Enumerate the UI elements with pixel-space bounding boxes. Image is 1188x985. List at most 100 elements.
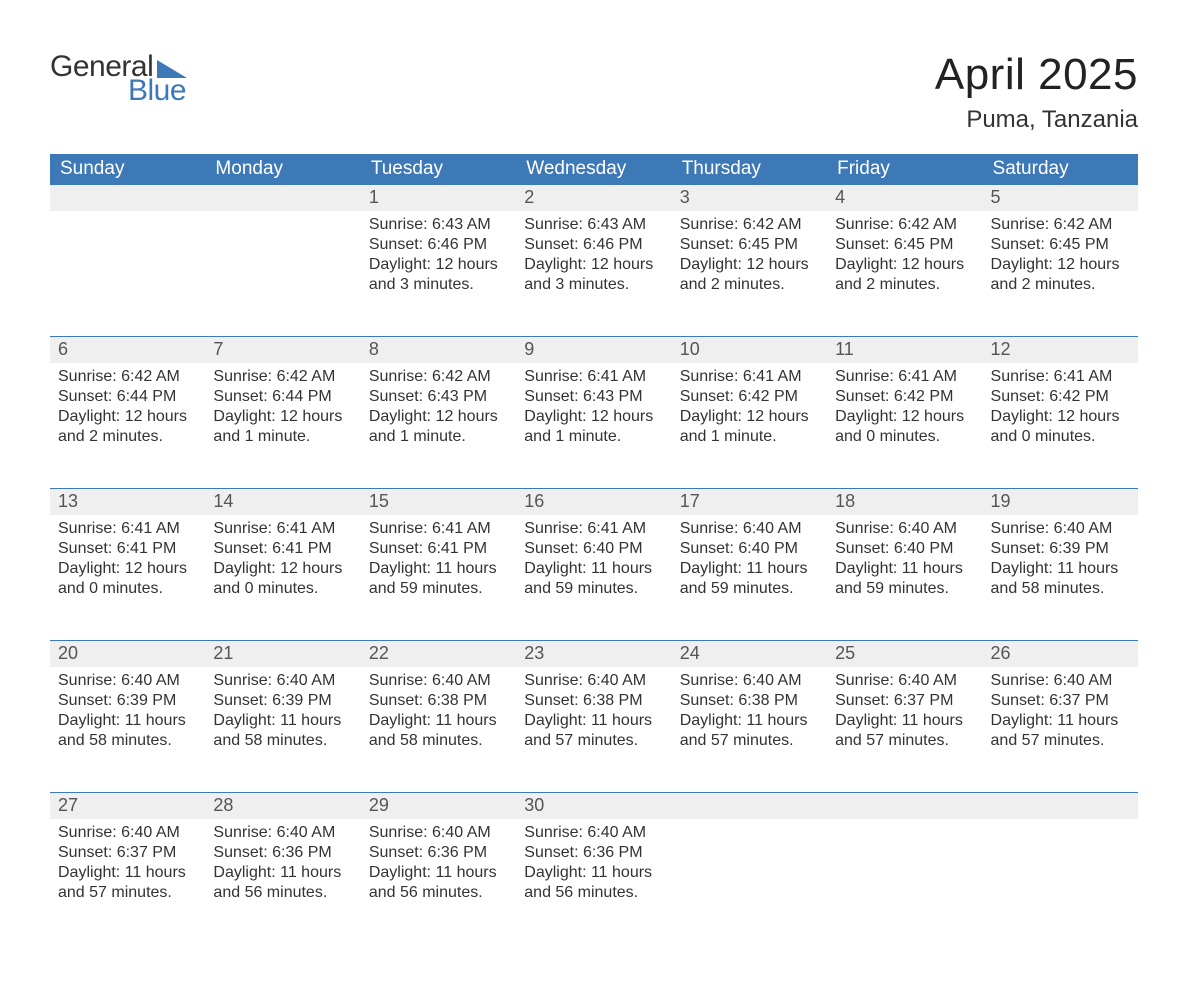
week-daynum-row: 6789101112 <box>50 337 1138 363</box>
daylight-line: Daylight: 11 hours and 57 minutes. <box>58 863 197 903</box>
sunrise-line: Sunrise: 6:40 AM <box>991 671 1130 691</box>
day-number: 10 <box>672 337 827 363</box>
day-cell <box>983 819 1138 945</box>
sunset-line: Sunset: 6:45 PM <box>680 235 819 255</box>
day-number: 12 <box>983 337 1138 363</box>
day-info: Sunrise: 6:41 AMSunset: 6:41 PMDaylight:… <box>50 515 205 605</box>
daylight-line: Daylight: 11 hours and 57 minutes. <box>680 711 819 751</box>
daylight-line: Daylight: 12 hours and 0 minutes. <box>835 407 974 447</box>
sunset-line: Sunset: 6:39 PM <box>213 691 352 711</box>
day-info: Sunrise: 6:42 AMSunset: 6:44 PMDaylight:… <box>50 363 205 453</box>
sunset-line: Sunset: 6:44 PM <box>58 387 197 407</box>
day-info: Sunrise: 6:40 AMSunset: 6:40 PMDaylight:… <box>672 515 827 605</box>
day-number: 24 <box>672 641 827 667</box>
day-cell: Sunrise: 6:40 AMSunset: 6:36 PMDaylight:… <box>516 819 671 945</box>
sunset-line: Sunset: 6:40 PM <box>680 539 819 559</box>
day-info: Sunrise: 6:40 AMSunset: 6:39 PMDaylight:… <box>50 667 205 757</box>
daylight-line: Daylight: 12 hours and 0 minutes. <box>58 559 197 599</box>
day-cell: Sunrise: 6:40 AMSunset: 6:39 PMDaylight:… <box>205 667 360 793</box>
day-number: 11 <box>827 337 982 363</box>
daylight-line: Daylight: 12 hours and 3 minutes. <box>524 255 663 295</box>
sunset-line: Sunset: 6:36 PM <box>369 843 508 863</box>
daylight-line: Daylight: 11 hours and 58 minutes. <box>213 711 352 751</box>
day-cell: Sunrise: 6:40 AMSunset: 6:38 PMDaylight:… <box>361 667 516 793</box>
day-info: Sunrise: 6:41 AMSunset: 6:42 PMDaylight:… <box>827 363 982 453</box>
sunset-line: Sunset: 6:37 PM <box>835 691 974 711</box>
sunrise-line: Sunrise: 6:40 AM <box>991 519 1130 539</box>
week-info-row: Sunrise: 6:40 AMSunset: 6:37 PMDaylight:… <box>50 819 1138 945</box>
day-info: Sunrise: 6:42 AMSunset: 6:45 PMDaylight:… <box>827 211 982 301</box>
daylight-line: Daylight: 11 hours and 58 minutes. <box>991 559 1130 599</box>
day-number: 13 <box>50 489 205 515</box>
day-cell: Sunrise: 6:40 AMSunset: 6:39 PMDaylight:… <box>983 515 1138 641</box>
day-cell <box>827 819 982 945</box>
day-number <box>672 793 827 819</box>
day-number: 29 <box>361 793 516 819</box>
day-number: 6 <box>50 337 205 363</box>
day-info: Sunrise: 6:41 AMSunset: 6:41 PMDaylight:… <box>205 515 360 605</box>
week-info-row: Sunrise: 6:43 AM Sunset: 6:46 PM Daylight:… <box>50 211 1138 337</box>
sunrise-line: Sunrise: 6:43 AM <box>524 215 663 235</box>
weekday-header: Thursday <box>672 154 827 185</box>
day-cell: Sunrise: 6:40 AMSunset: 6:40 PMDaylight:… <box>827 515 982 641</box>
daylight-line: Daylight: 12 hours and 1 minute. <box>369 407 508 447</box>
daylight-line: Daylight: 12 hours and 0 minutes. <box>213 559 352 599</box>
day-info: Sunrise: 6:40 AMSunset: 6:40 PMDaylight:… <box>827 515 982 605</box>
day-number: 30 <box>516 793 671 819</box>
day-cell: Sunrise: 6:40 AMSunset: 6:36 PMDaylight:… <box>361 819 516 945</box>
day-cell <box>50 211 205 337</box>
sunset-line: Sunset: 6:36 PM <box>213 843 352 863</box>
logo: General Blue <box>50 50 187 108</box>
day-number: 20 <box>50 641 205 667</box>
day-cell: Sunrise: 6:42 AMSunset: 6:44 PMDaylight:… <box>205 363 360 489</box>
sunrise-line: Sunrise: 6:40 AM <box>213 823 352 843</box>
day-cell: Sunrise: 6:40 AMSunset: 6:39 PMDaylight:… <box>50 667 205 793</box>
daylight-line: Daylight: 11 hours and 56 minutes. <box>524 863 663 903</box>
weekday-header: Monday <box>205 154 360 185</box>
day-info: Sunrise: 6:42 AMSunset: 6:44 PMDaylight:… <box>205 363 360 453</box>
day-info: Sunrise: 6:43 AMSunset: 6:46 PMDaylight:… <box>516 211 671 301</box>
sunset-line: Sunset: 6:37 PM <box>991 691 1130 711</box>
sunset-line: Sunset: 6:38 PM <box>680 691 819 711</box>
day-info: Sunrise: 6:40 AMSunset: 6:39 PMDaylight:… <box>205 667 360 757</box>
sunrise-line: Sunrise: 6:41 AM <box>524 519 663 539</box>
sunset-line: Sunset: 6:41 PM <box>58 539 197 559</box>
daylight-line: Daylight: 12 hours and 2 minutes. <box>58 407 197 447</box>
week-daynum-row: 27282930 <box>50 793 1138 819</box>
day-number: 23 <box>516 641 671 667</box>
sunrise-line: Sunrise: 6:42 AM <box>213 367 352 387</box>
daylight-line: Daylight: 11 hours and 58 minutes. <box>369 711 508 751</box>
sunset-line: Sunset: 6:41 PM <box>213 539 352 559</box>
day-cell: Sunrise: 6:41 AMSunset: 6:42 PMDaylight:… <box>983 363 1138 489</box>
daylight-line: Daylight: 12 hours and 1 minute. <box>213 407 352 447</box>
day-number: 15 <box>361 489 516 515</box>
sunset-line: Sunset: 6:40 PM <box>835 539 974 559</box>
day-info: Sunrise: 6:40 AMSunset: 6:39 PMDaylight:… <box>983 515 1138 605</box>
day-info: Sunrise: 6:42 AMSunset: 6:45 PMDaylight:… <box>983 211 1138 301</box>
day-info: Sunrise: 6:42 AMSunset: 6:43 PMDaylight:… <box>361 363 516 453</box>
day-info: Sunrise: 6:40 AMSunset: 6:38 PMDaylight:… <box>361 667 516 757</box>
sunset-line: Sunset: 6:46 PM <box>369 235 508 255</box>
day-cell <box>205 211 360 337</box>
sunrise-line: Sunrise: 6:41 AM <box>991 367 1130 387</box>
day-cell <box>672 819 827 945</box>
day-cell: Sunrise: 6:40 AMSunset: 6:36 PMDaylight:… <box>205 819 360 945</box>
daylight-line: Daylight: 11 hours and 57 minutes. <box>991 711 1130 751</box>
daylight-line: Daylight: 11 hours and 57 minutes. <box>524 711 663 751</box>
weekday-header-row: SundayMondayTuesdayWednesdayThursdayFrid… <box>50 154 1138 185</box>
day-cell: Sunrise: 6:43 AMSunset: 6:46 PMDaylight:… <box>361 211 516 337</box>
day-cell: Sunrise: 6:40 AMSunset: 6:38 PMDaylight:… <box>672 667 827 793</box>
day-info: Sunrise: 6:40 AMSunset: 6:36 PMDaylight:… <box>361 819 516 909</box>
day-info: Sunrise: 6:40 AMSunset: 6:37 PMDaylight:… <box>827 667 982 757</box>
day-info: Sunrise: 6:41 AMSunset: 6:42 PMDaylight:… <box>672 363 827 453</box>
day-info: Sunrise: 6:41 AMSunset: 6:42 PMDaylight:… <box>983 363 1138 453</box>
week-daynum-row: 12345 <box>50 185 1138 211</box>
day-cell: Sunrise: 6:42 AMSunset: 6:43 PMDaylight:… <box>361 363 516 489</box>
week-info-row: Sunrise: 6:41 AMSunset: 6:41 PMDaylight:… <box>50 515 1138 641</box>
sunset-line: Sunset: 6:43 PM <box>369 387 508 407</box>
sunrise-line: Sunrise: 6:42 AM <box>680 215 819 235</box>
day-cell: Sunrise: 6:40 AMSunset: 6:37 PMDaylight:… <box>827 667 982 793</box>
day-number: 2 <box>516 185 671 211</box>
day-number <box>205 185 360 211</box>
sunrise-line: Sunrise: 6:40 AM <box>524 671 663 691</box>
